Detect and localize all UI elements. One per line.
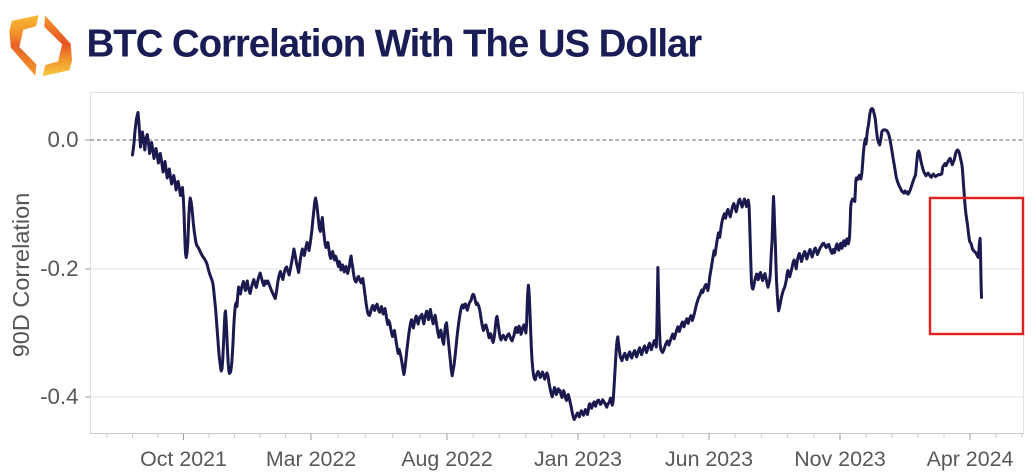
svg-text:Mar 2022: Mar 2022: [266, 447, 356, 471]
svg-text:Apr 2024: Apr 2024: [927, 447, 1014, 471]
svg-text:Aug 2022: Aug 2022: [401, 447, 493, 471]
svg-text:0.0: 0.0: [48, 127, 79, 152]
svg-text:-0.4: -0.4: [40, 384, 78, 409]
svg-text:-0.2: -0.2: [40, 256, 78, 281]
svg-text:Nov 2023: Nov 2023: [794, 447, 886, 471]
svg-text:BTC Correlation With The US Do: BTC Correlation With The US Dollar: [87, 23, 703, 66]
svg-text:Oct 2021: Oct 2021: [140, 447, 227, 471]
svg-text:90D Correlation: 90D Correlation: [8, 193, 34, 358]
svg-text:Jan 2023: Jan 2023: [534, 447, 622, 471]
svg-text:Jun 2023: Jun 2023: [665, 447, 753, 471]
